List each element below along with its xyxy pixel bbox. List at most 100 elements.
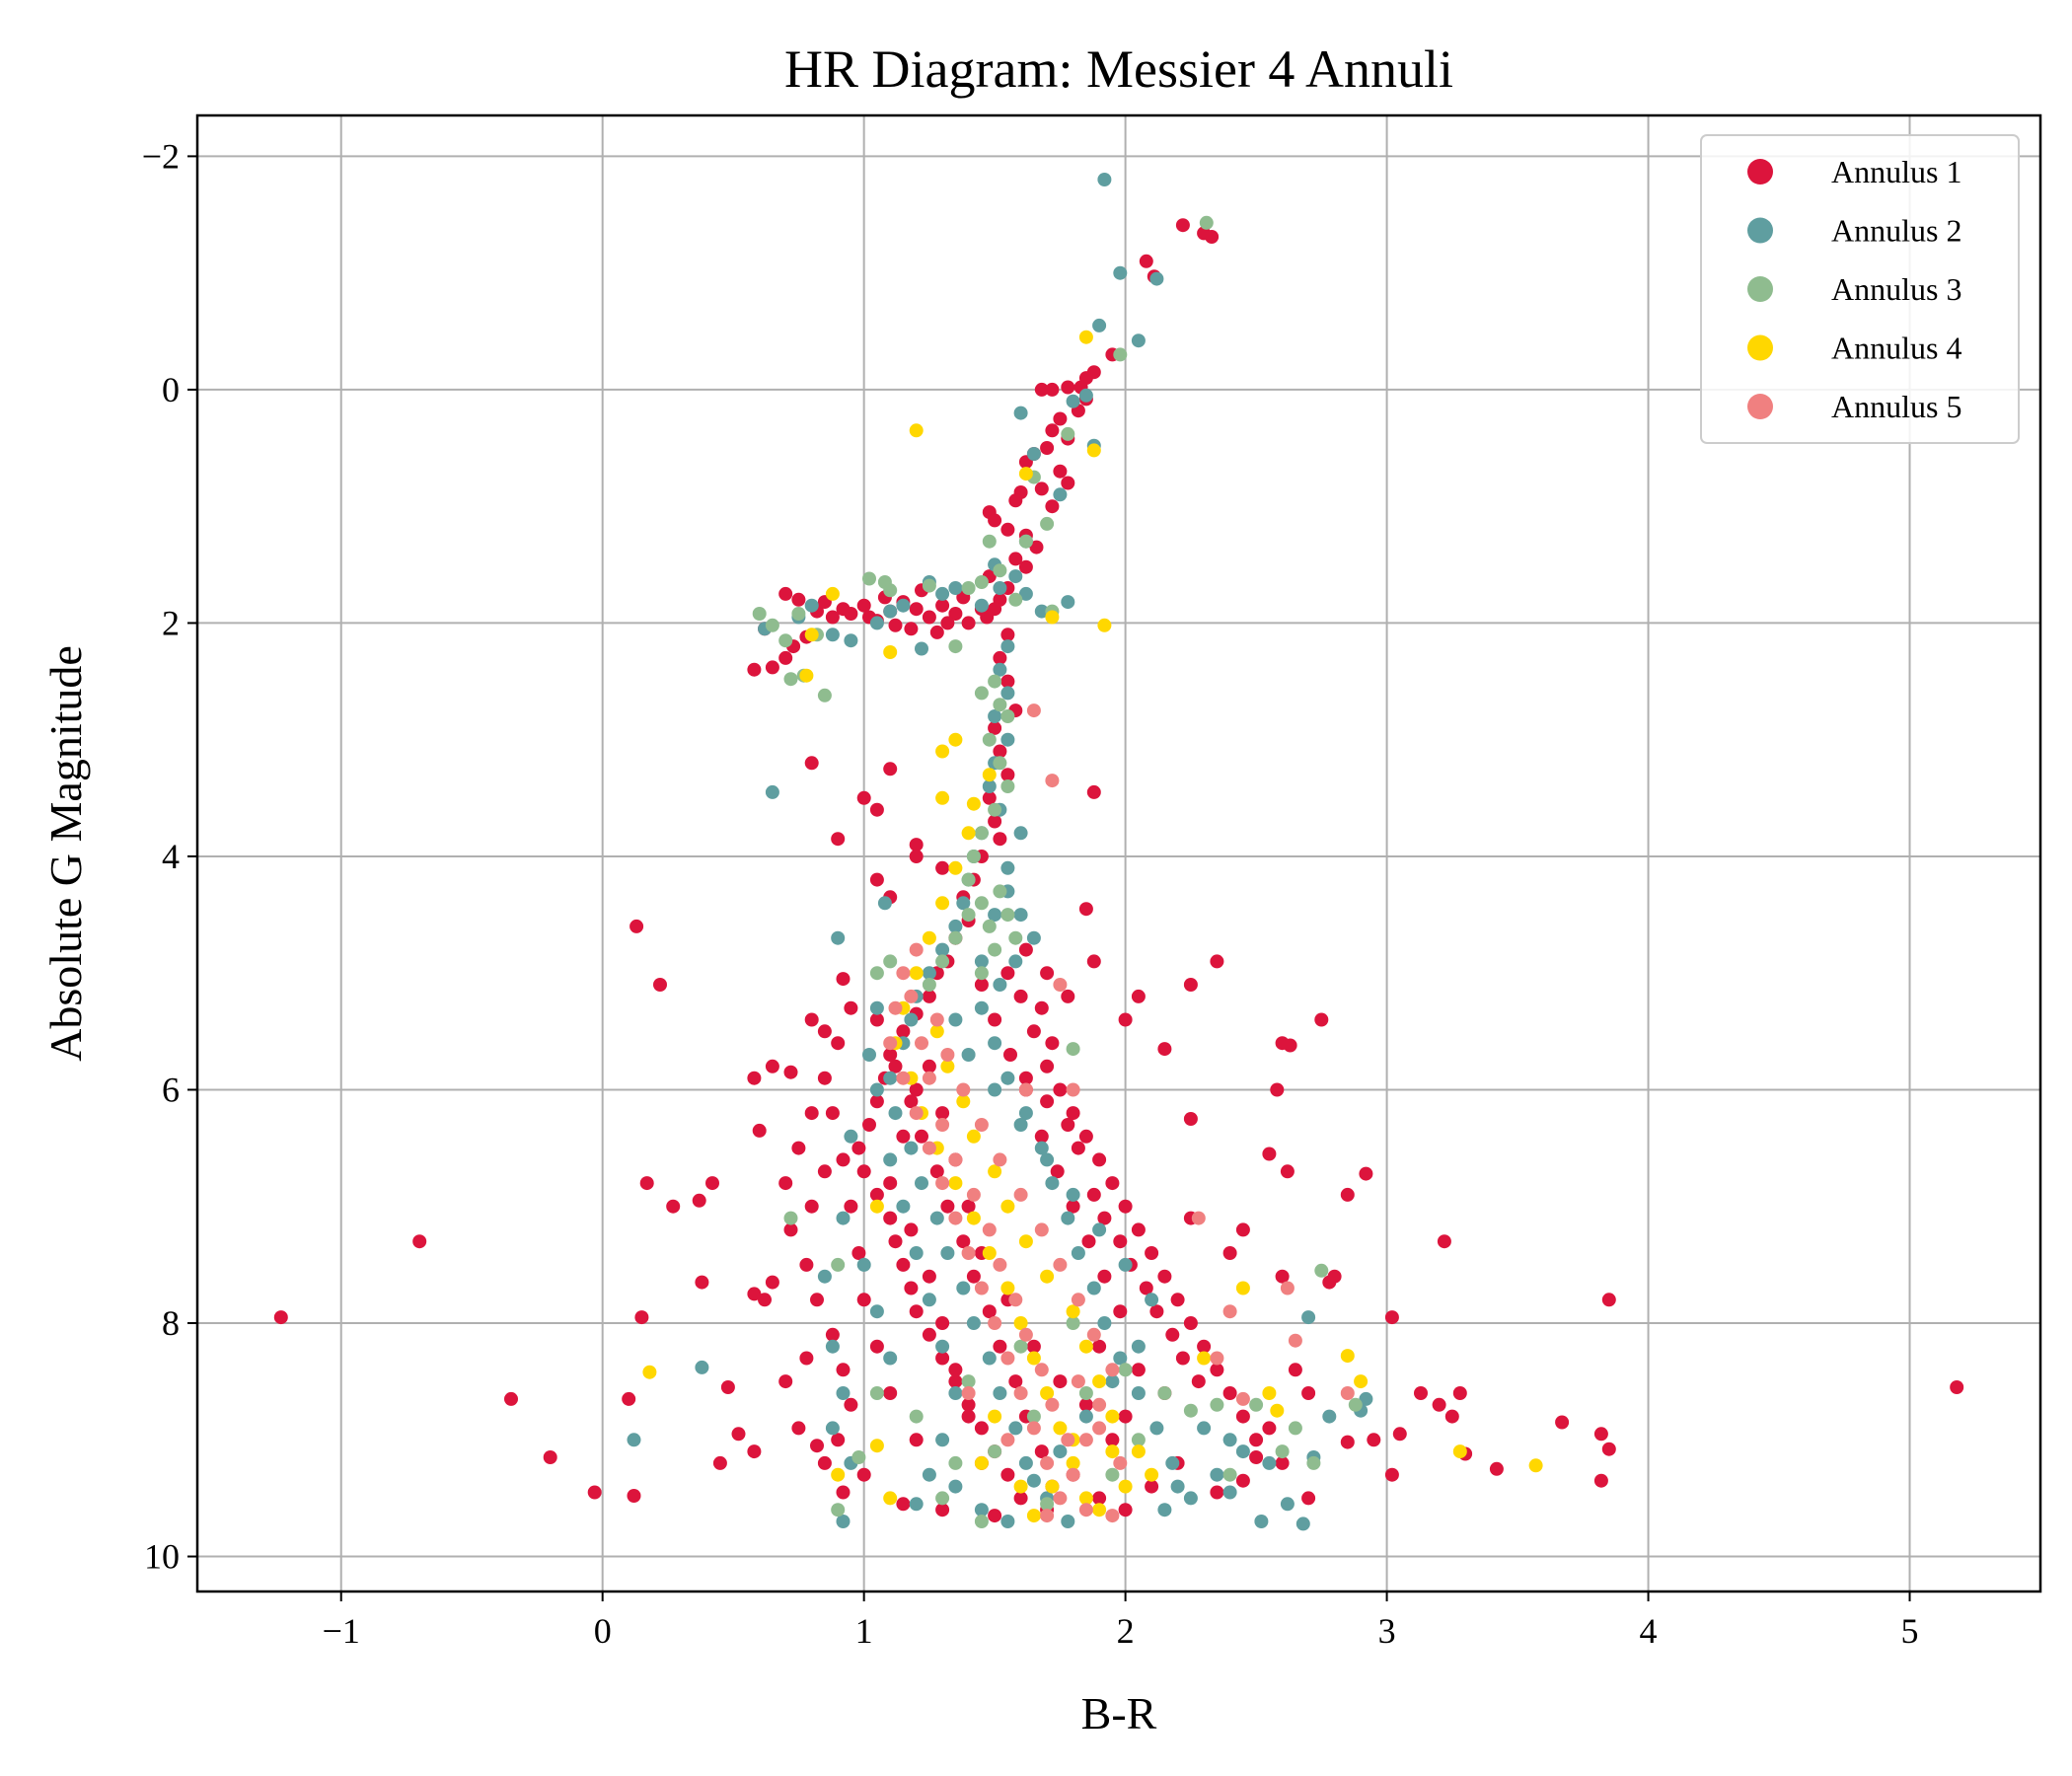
data-point xyxy=(831,1433,846,1447)
data-point xyxy=(1045,382,1060,397)
data-point xyxy=(1118,1409,1133,1424)
legend-marker xyxy=(1747,394,1773,419)
data-point xyxy=(1078,1433,1093,1447)
data-point xyxy=(869,966,884,981)
data-point xyxy=(825,628,840,642)
data-point xyxy=(974,1455,989,1470)
data-point xyxy=(883,1211,898,1225)
data-point xyxy=(831,1503,846,1517)
data-point xyxy=(1314,1263,1329,1278)
data-point xyxy=(778,650,793,665)
data-point xyxy=(974,966,989,981)
x-tick-label: 4 xyxy=(1640,1611,1658,1651)
data-point xyxy=(705,1176,719,1191)
legend-label: Annulus 3 xyxy=(1831,271,1961,307)
data-point xyxy=(1053,1082,1068,1097)
data-point xyxy=(1061,595,1075,610)
data-point xyxy=(1045,610,1060,625)
data-point xyxy=(988,908,1002,923)
data-point xyxy=(1183,1491,1198,1506)
data-point xyxy=(765,660,779,675)
data-point xyxy=(1040,441,1055,455)
data-point xyxy=(1593,1427,1608,1442)
data-point xyxy=(1131,1386,1146,1400)
data-point xyxy=(904,1222,919,1237)
legend-label: Annulus 1 xyxy=(1831,154,1961,189)
data-point xyxy=(877,896,892,911)
data-point xyxy=(758,1293,772,1307)
data-point xyxy=(1000,709,1015,723)
data-point xyxy=(778,1374,793,1389)
data-point xyxy=(1040,1094,1055,1109)
data-point xyxy=(1061,1515,1075,1528)
data-point xyxy=(1034,1363,1049,1377)
data-point xyxy=(1071,1374,1085,1389)
data-point xyxy=(909,1304,924,1319)
data-point xyxy=(1078,1491,1093,1506)
data-point xyxy=(896,1071,911,1085)
data-point xyxy=(844,633,858,648)
data-point xyxy=(922,1059,936,1073)
data-point xyxy=(1034,604,1049,619)
data-point xyxy=(1000,1467,1015,1482)
data-point xyxy=(1210,1351,1224,1366)
data-point xyxy=(1280,1164,1295,1179)
data-point xyxy=(778,586,793,601)
data-point xyxy=(896,1257,911,1272)
x-tick-label: −1 xyxy=(323,1611,360,1651)
data-point xyxy=(1262,1386,1277,1400)
data-point xyxy=(856,1293,871,1307)
data-point xyxy=(1301,1386,1316,1400)
data-point xyxy=(712,1455,727,1470)
data-point xyxy=(982,790,997,805)
data-point xyxy=(1008,552,1023,566)
data-point xyxy=(1013,989,1028,1003)
data-point xyxy=(869,1000,884,1015)
data-point xyxy=(1018,1455,1033,1470)
data-point xyxy=(1097,1211,1112,1225)
data-point xyxy=(929,1164,944,1179)
data-point xyxy=(948,1386,963,1400)
data-point xyxy=(1000,1071,1015,1085)
data-point xyxy=(993,1386,1007,1400)
data-point xyxy=(869,1386,884,1400)
data-point xyxy=(851,1450,866,1464)
y-tick-label: −2 xyxy=(142,136,180,176)
data-point xyxy=(1013,1491,1028,1506)
data-point xyxy=(1000,779,1015,793)
data-point xyxy=(1040,1152,1055,1167)
data-point xyxy=(1437,1234,1451,1249)
data-point xyxy=(896,1129,911,1144)
data-point xyxy=(883,604,898,619)
data-point xyxy=(1210,1397,1224,1412)
data-point xyxy=(1066,1106,1080,1121)
data-point xyxy=(1235,1473,1250,1488)
data-point xyxy=(1113,1304,1128,1319)
data-point xyxy=(695,1360,709,1374)
data-point xyxy=(966,1316,981,1330)
data-point xyxy=(974,978,989,992)
data-point xyxy=(1053,978,1068,992)
data-point xyxy=(1235,1444,1250,1459)
data-point xyxy=(896,1497,911,1512)
data-point xyxy=(904,1094,919,1109)
data-point xyxy=(1008,1374,1023,1389)
data-point xyxy=(935,942,950,957)
data-point xyxy=(1066,1316,1080,1330)
data-point xyxy=(1210,1467,1224,1482)
data-point xyxy=(982,732,997,747)
data-point xyxy=(993,756,1007,771)
legend-marker xyxy=(1747,159,1773,185)
data-point xyxy=(1157,1386,1172,1400)
plot-frame xyxy=(195,113,2042,1593)
data-point xyxy=(909,1497,924,1512)
data-point xyxy=(1105,1363,1120,1377)
data-point xyxy=(929,1211,944,1225)
data-point xyxy=(1045,1036,1060,1051)
data-point xyxy=(1340,1187,1355,1202)
data-point xyxy=(1078,330,1093,344)
data-point xyxy=(1071,1293,1085,1307)
legend-label: Annulus 2 xyxy=(1831,213,1961,249)
data-point xyxy=(915,1129,928,1144)
